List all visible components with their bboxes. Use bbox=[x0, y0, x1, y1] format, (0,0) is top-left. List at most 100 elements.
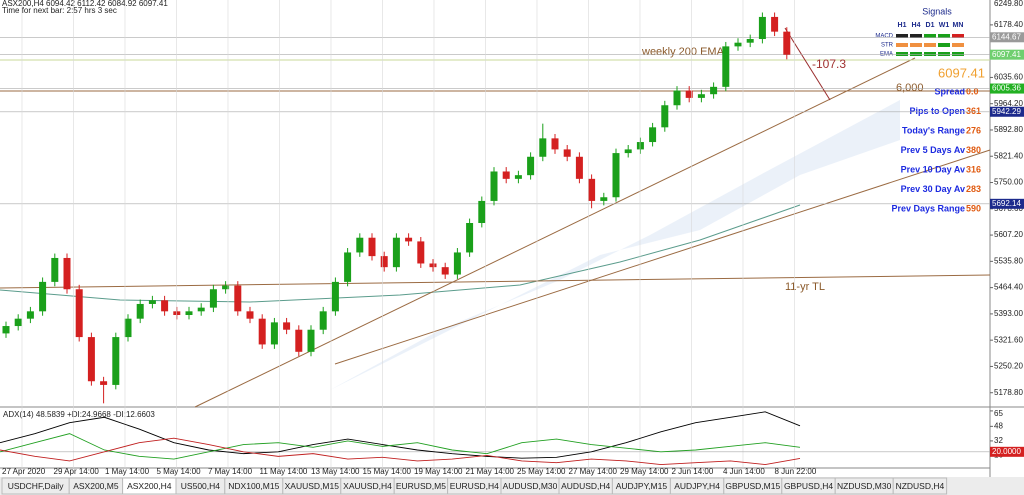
candle-body bbox=[295, 329, 303, 352]
info-value: 590 bbox=[966, 203, 981, 213]
candle-body bbox=[502, 171, 510, 179]
tab-label[interactable]: GBPUSD,M15 bbox=[725, 481, 780, 491]
candle-body bbox=[283, 322, 291, 330]
candle-body bbox=[527, 156, 535, 176]
y-tick-label: 5321.60 bbox=[994, 335, 1023, 344]
tab-label[interactable]: EURUSD,H4 bbox=[450, 481, 499, 491]
level-box bbox=[990, 446, 1024, 457]
panel-column: H1 bbox=[898, 22, 907, 29]
tab-label[interactable]: NZDUSD,H4 bbox=[896, 481, 945, 491]
y-tick-label: 65 bbox=[994, 409, 1003, 418]
y-tick-label: 5821.40 bbox=[994, 151, 1023, 160]
tab-label[interactable]: GBPUSD,H4 bbox=[784, 481, 833, 491]
y-tick-label: 5393.00 bbox=[994, 309, 1023, 318]
candle-body bbox=[185, 311, 193, 316]
annotation: 6,000 bbox=[896, 82, 924, 94]
y-tick-label: 6035.60 bbox=[994, 73, 1023, 82]
tab-label[interactable]: NZDUSD,M30 bbox=[837, 481, 892, 491]
signal-cell bbox=[924, 34, 936, 38]
tab-label[interactable]: XAUUSD,H4 bbox=[343, 481, 392, 491]
tab-label[interactable]: USDCHF,Daily bbox=[8, 481, 64, 491]
tab-label[interactable]: AUDUSD,H4 bbox=[561, 481, 610, 491]
candle-body bbox=[466, 223, 474, 253]
x-tick-label: 29 Apr 14:00 bbox=[54, 467, 100, 476]
x-tick-label: 27 Apr 2020 bbox=[2, 467, 46, 476]
info-label: Today's Range bbox=[902, 125, 965, 135]
level-box bbox=[990, 49, 1024, 60]
candle-body bbox=[307, 329, 315, 352]
info-label: Spread bbox=[934, 86, 965, 96]
measure-line bbox=[784, 27, 831, 101]
x-tick-label: 4 Jun 14:00 bbox=[723, 467, 765, 476]
timer: Time for next bar: 2:57 hrs 3 sec bbox=[2, 6, 117, 15]
candle-body bbox=[270, 322, 278, 345]
tab-label[interactable]: EURUSD,M5 bbox=[396, 481, 446, 491]
signal-cell bbox=[896, 52, 908, 56]
tab-label[interactable]: NDX100,M15 bbox=[228, 481, 279, 491]
panel-title: Signals bbox=[922, 6, 952, 16]
candle-body bbox=[100, 381, 108, 385]
annotation: 11-yr TL bbox=[785, 281, 825, 293]
candle-body bbox=[514, 175, 522, 179]
candle-body bbox=[26, 311, 34, 319]
tab-label[interactable]: AUDJPY,M15 bbox=[616, 481, 668, 491]
tab-label[interactable]: ASX200,H4 bbox=[127, 481, 172, 491]
signal-cell bbox=[952, 43, 964, 47]
signal-cell bbox=[952, 52, 964, 56]
x-tick-label: 11 May 14:00 bbox=[260, 467, 308, 476]
candle-body bbox=[453, 252, 461, 275]
level-label: 5942.29 bbox=[992, 107, 1021, 116]
info-value: 361 bbox=[966, 106, 981, 116]
candle-body bbox=[51, 257, 59, 282]
adx-title: ADX(14) 48.5839 +DI:24.9668 -DI:12.6603 bbox=[3, 410, 155, 419]
info-label: Prev 5 Days Av bbox=[901, 145, 965, 155]
candle-body bbox=[392, 237, 400, 268]
x-tick-label: 29 May 14:00 bbox=[620, 467, 669, 476]
level-box bbox=[990, 106, 1024, 117]
signal-cell bbox=[924, 43, 936, 47]
candle-body bbox=[148, 300, 156, 304]
level-label: 20.0000 bbox=[992, 447, 1021, 456]
y-tick-label: 6249.80 bbox=[994, 0, 1023, 8]
y-tick-label: 5250.20 bbox=[994, 362, 1023, 371]
y-tick-label: 5464.40 bbox=[994, 283, 1023, 292]
signal-cell bbox=[938, 34, 950, 38]
candle-body bbox=[209, 289, 217, 308]
trend-line bbox=[0, 274, 991, 289]
panel-column: H4 bbox=[912, 22, 921, 29]
candle-body bbox=[429, 263, 437, 268]
candle-body bbox=[490, 171, 498, 201]
level-box bbox=[990, 32, 1024, 43]
info-value: 276 bbox=[966, 125, 981, 135]
tab-label[interactable]: ASX200,M5 bbox=[73, 481, 119, 491]
x-tick-label: 27 May 14:00 bbox=[569, 467, 618, 476]
candle-body bbox=[246, 311, 254, 319]
signal-cell bbox=[910, 52, 922, 56]
signal-cell bbox=[924, 52, 936, 56]
candle-body bbox=[575, 156, 583, 179]
ema-line bbox=[0, 204, 801, 303]
candle-body bbox=[14, 318, 22, 327]
indicator-line bbox=[0, 433, 801, 460]
tab-label[interactable]: AUDJPY,H4 bbox=[674, 481, 720, 491]
cloud bbox=[330, 100, 900, 390]
indicator-line bbox=[0, 411, 801, 459]
x-tick-label: 13 May 14:00 bbox=[311, 467, 360, 476]
candle-body bbox=[356, 237, 364, 253]
tab-label[interactable]: AUDUSD,M30 bbox=[503, 481, 558, 491]
y-tick-label: 32 bbox=[994, 436, 1003, 445]
trend-line bbox=[334, 149, 991, 365]
info-value: 0.0 bbox=[966, 86, 979, 96]
tab-label[interactable]: US500,H4 bbox=[181, 481, 220, 491]
info-value: 283 bbox=[966, 184, 981, 194]
x-tick-label: 8 Jun 22:00 bbox=[775, 467, 817, 476]
tab[interactable] bbox=[892, 477, 948, 495]
price-label: 6097.41 bbox=[938, 65, 985, 80]
indicator-line bbox=[0, 437, 801, 465]
tab-label[interactable]: XAUUSD,M15 bbox=[285, 481, 340, 491]
candle-body bbox=[771, 16, 779, 32]
candle-body bbox=[112, 337, 120, 385]
panel-column: W1 bbox=[939, 22, 950, 29]
x-tick-label: 25 May 14:00 bbox=[517, 467, 566, 476]
